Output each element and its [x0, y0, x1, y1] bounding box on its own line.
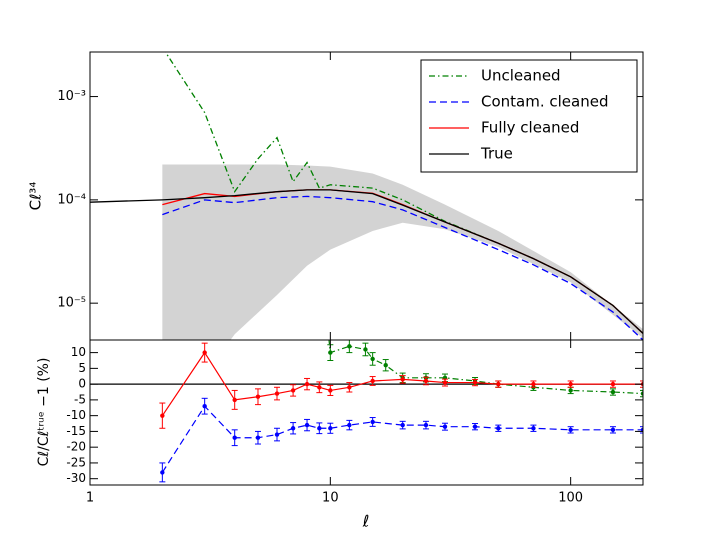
data-point	[202, 350, 207, 355]
data-point	[400, 422, 405, 428]
uncertainty-band	[162, 164, 643, 340]
x-axis-label: ℓ	[362, 512, 370, 531]
data-point	[610, 381, 616, 387]
data-point	[531, 381, 536, 387]
data-point	[442, 380, 448, 385]
x-tick-label: 100	[558, 491, 583, 506]
data-point	[317, 426, 322, 431]
y-tick-label: -10	[66, 408, 86, 422]
series-line	[162, 195, 643, 340]
data-point	[640, 391, 643, 396]
data-point	[568, 388, 573, 393]
data-point	[328, 350, 333, 355]
data-point	[255, 435, 261, 440]
data-point	[328, 388, 333, 393]
x-tick-label: 10	[322, 491, 339, 506]
data-point	[370, 356, 375, 362]
y-tick-label: -30	[66, 471, 86, 485]
data-point	[232, 435, 237, 440]
data-point	[370, 419, 375, 425]
legend-label: Uncleaned	[481, 67, 561, 85]
y-tick-label: -15	[66, 424, 86, 438]
y-tick-label: 10	[71, 345, 86, 359]
data-point	[274, 391, 280, 396]
data-point	[531, 426, 536, 431]
legend: Uncleaned Contam. cleaned Fully cleaned Tru…	[420, 59, 638, 173]
y-tick-label: -25	[66, 455, 86, 469]
data-point	[232, 397, 237, 403]
data-point	[255, 394, 261, 399]
axes: 10⁻⁵ 10⁻⁴ 10⁻³ 1 10 100 -30 -25-20 -15 -10 -50 5 10	[57, 52, 643, 506]
data-point	[568, 427, 573, 433]
data-point	[304, 381, 310, 387]
y-tick-label: 0	[78, 377, 86, 391]
data-point	[472, 380, 478, 385]
data-point	[160, 470, 165, 475]
data-point	[496, 381, 501, 387]
data-point	[610, 389, 616, 395]
data-point	[290, 426, 296, 431]
data-point	[160, 413, 165, 418]
data-point	[568, 381, 573, 387]
y-axis-label: Cℓ/Cℓᵗʳᵘᵉ −1 (%)	[36, 358, 52, 467]
data-point	[317, 385, 322, 390]
y-tick-label: 10⁻⁴	[57, 192, 86, 207]
data-point	[442, 424, 448, 429]
data-point	[347, 344, 352, 349]
data-point	[472, 424, 478, 429]
legend-label: True	[480, 145, 513, 163]
data-point	[290, 388, 296, 393]
lower-plot	[90, 340, 643, 483]
data-point	[383, 363, 388, 368]
y-tick-label: -20	[66, 440, 86, 454]
series-line	[161, 405, 643, 473]
data-point	[328, 426, 333, 431]
y-tick-label: -5	[74, 392, 86, 406]
series-line	[161, 351, 643, 416]
x-tick-label: 1	[86, 491, 94, 506]
data-point	[347, 385, 352, 390]
data-point	[347, 422, 352, 428]
data-point	[496, 426, 501, 431]
series-line	[164, 52, 643, 334]
series-line	[90, 189, 643, 334]
data-point	[610, 427, 616, 433]
data-point	[363, 347, 368, 352]
y-tick-label: 10⁻⁵	[57, 296, 86, 311]
legend-label: Contam. cleaned	[481, 93, 608, 111]
upper-plot	[90, 52, 643, 340]
legend-label: Fully cleaned	[481, 119, 579, 137]
data-point	[370, 378, 375, 384]
y-tick-label: 10⁻³	[57, 89, 86, 104]
data-point	[423, 378, 429, 384]
data-point	[400, 377, 405, 382]
data-point	[304, 422, 310, 428]
lower-frame	[89, 339, 644, 486]
y-tick-label: 5	[78, 361, 86, 375]
data-point	[202, 403, 207, 409]
data-point	[274, 432, 280, 437]
data-point	[423, 422, 429, 428]
legend-box	[420, 59, 638, 173]
y-axis-label: Cℓ³⁴	[27, 182, 45, 211]
